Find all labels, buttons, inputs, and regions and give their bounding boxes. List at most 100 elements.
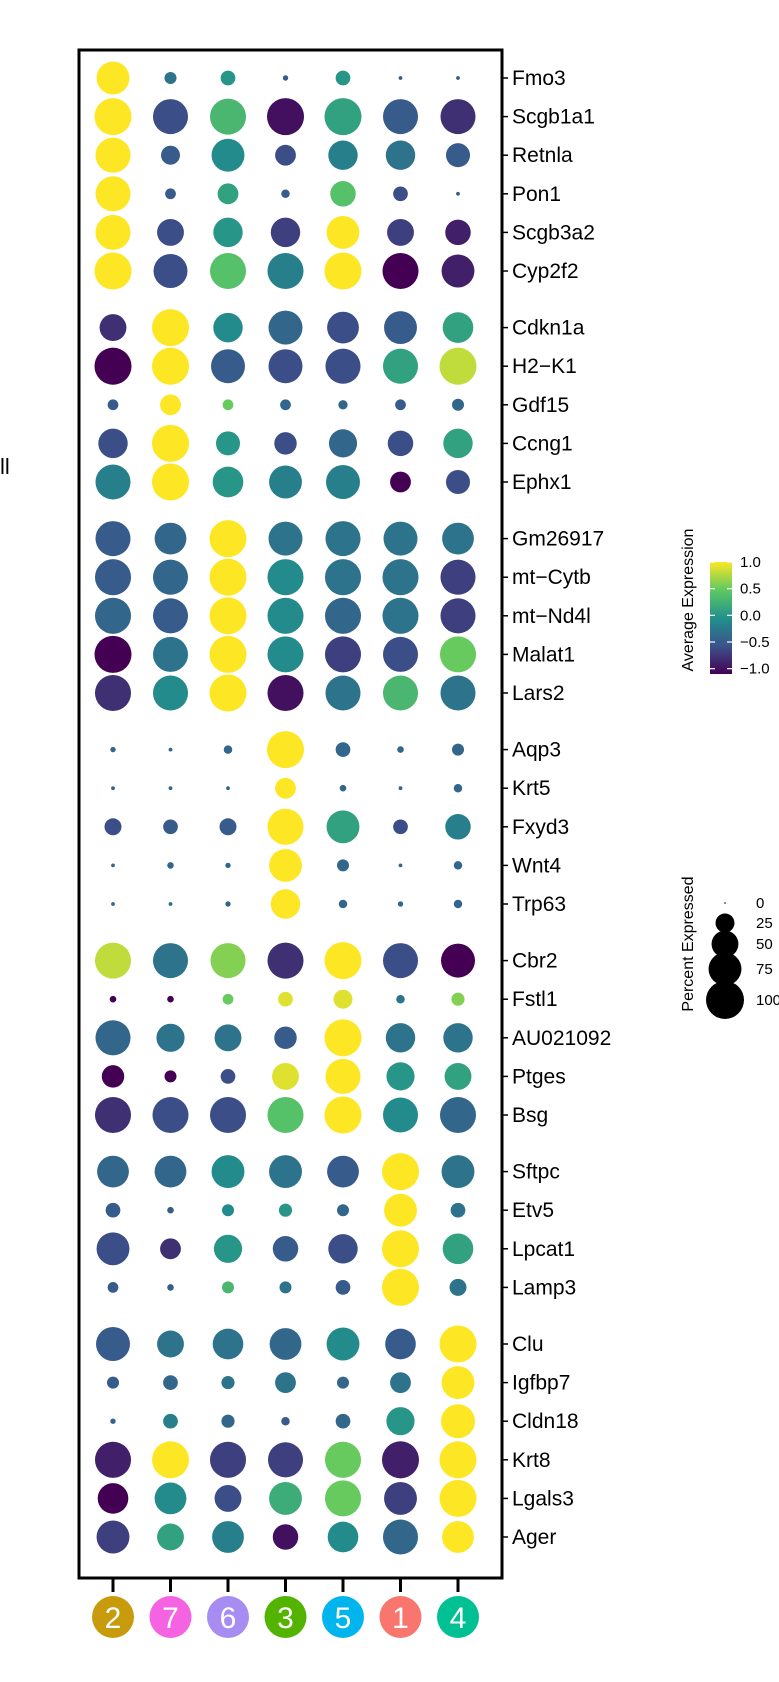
dot-Clu-cluster-4 (439, 1325, 477, 1363)
cluster-label: 2 (105, 1602, 122, 1635)
dot-Ager-cluster-5 (327, 1521, 359, 1553)
dot-Cyp2f2-cluster-7 (153, 254, 188, 288)
dot-H2−K1-cluster-6 (211, 349, 245, 384)
dot-Pon1-cluster-2 (95, 176, 131, 212)
gene-label: Lars2 (512, 682, 565, 705)
gene-label: Cyp2f2 (512, 260, 579, 283)
gene-label: Etv5 (512, 1199, 554, 1222)
gene-label: Ptges (512, 1065, 566, 1088)
dot-Bsg-cluster-5 (324, 1096, 362, 1134)
dot-Fstl1-cluster-1 (396, 994, 405, 1004)
dot-Retnla-cluster-1 (385, 140, 416, 170)
dot-Gm26917-cluster-2 (95, 521, 131, 557)
dot-Scgb3a2-cluster-7 (157, 218, 184, 246)
gene-label: Lgals3 (512, 1487, 574, 1510)
dot-Scgb1a1-cluster-4 (440, 99, 476, 135)
gene-label: Fxyd3 (512, 816, 569, 839)
gene-label: Bsg (512, 1104, 548, 1127)
dot-Scgb1a1-cluster-5 (324, 98, 362, 136)
dot-mt−Nd4l-cluster-4 (440, 598, 476, 634)
color-legend-title: Average Expression (680, 529, 697, 672)
dot-Fstl1-cluster-4 (451, 992, 465, 1006)
size-legend-label: 100 (756, 992, 779, 1009)
dot-AU021092-cluster-6 (214, 1024, 242, 1052)
dot-Lars2-cluster-3 (267, 674, 304, 712)
gene-label: Wnt4 (512, 854, 561, 877)
dot-Gm26917-cluster-3 (268, 521, 303, 556)
dot-Wnt4-cluster-4 (453, 861, 463, 870)
dot-Trp63-cluster-2 (111, 902, 115, 906)
dot-Etv5-cluster-1 (384, 1193, 417, 1227)
dot-Cyp2f2-cluster-3 (267, 252, 304, 290)
dot-Wnt4-cluster-5 (336, 859, 350, 872)
dot-Gm26917-cluster-4 (442, 522, 474, 555)
dot-Pon1-cluster-6 (217, 183, 239, 205)
dot-Cdkn1a-cluster-7 (151, 309, 190, 347)
gene-label: Lamp3 (512, 1276, 576, 1299)
cluster-badge-1 (379, 1596, 422, 1638)
dots-layer (94, 61, 477, 1555)
cluster-badge-2 (92, 1596, 134, 1638)
dot-Cbr2-cluster-7 (152, 943, 189, 979)
dot-Pon1-cluster-5 (330, 181, 356, 207)
dot-Ccng1-cluster-2 (98, 428, 128, 459)
dot-Cbr2-cluster-4 (441, 943, 475, 978)
dot-Ephx1-cluster-5 (326, 465, 360, 499)
dot-Krt8-cluster-2 (94, 1441, 132, 1478)
dot-Sftpc-cluster-1 (381, 1153, 420, 1191)
dot-Cldn18-cluster-4 (441, 1404, 475, 1439)
dot-Scgb3a2-cluster-1 (387, 218, 414, 246)
gene-label: Igfbp7 (512, 1372, 570, 1395)
dot-Fxyd3-cluster-6 (219, 818, 237, 836)
dot-Cldn18-cluster-3 (281, 1416, 290, 1426)
size-legend-title: Percent Expressed (680, 876, 697, 1011)
gene-label: Trp63 (512, 893, 566, 916)
dot-Cdkn1a-cluster-3 (268, 310, 303, 345)
dot-Ager-cluster-4 (442, 1521, 474, 1553)
dot-Scgb3a2-cluster-3 (270, 217, 301, 248)
dot-Krt8-cluster-7 (151, 1441, 190, 1479)
gene-label: mt−Cytb (512, 566, 591, 589)
dot-Lpcat1-cluster-6 (213, 1234, 243, 1263)
dot-Lars2-cluster-2 (94, 674, 132, 712)
dot-Cbr2-cluster-1 (382, 943, 419, 979)
dot-Lpcat1-cluster-2 (96, 1232, 130, 1266)
dot-Aqp3-cluster-5 (335, 742, 351, 757)
size-legend-dot (711, 930, 739, 958)
dot-AU021092-cluster-4 (443, 1023, 473, 1053)
size-legend-dot (724, 902, 726, 904)
gene-label: Fstl1 (512, 988, 558, 1011)
gene-label: Gdf15 (512, 394, 569, 417)
dot-Fstl1-cluster-5 (333, 989, 353, 1009)
dot-Fxyd3-cluster-7 (163, 819, 178, 835)
dot-Lamp3-cluster-1 (381, 1268, 420, 1306)
dot-Retnla-cluster-2 (95, 137, 131, 173)
gene-label: Ager (512, 1526, 556, 1549)
dot-Ptges-cluster-3 (272, 1062, 299, 1090)
dot-AU021092-cluster-5 (324, 1019, 362, 1057)
dot-Trp63-cluster-1 (397, 901, 404, 907)
dot-AU021092-cluster-2 (95, 1020, 131, 1056)
dot-Cyp2f2-cluster-5 (324, 252, 362, 290)
dot-Clu-cluster-7 (157, 1330, 184, 1358)
dot-Fmo3-cluster-2 (96, 61, 130, 95)
dot-Cldn18-cluster-6 (221, 1414, 235, 1428)
gene-label: Pon1 (512, 183, 561, 206)
dot-Cbr2-cluster-3 (267, 942, 304, 979)
dot-Ptges-cluster-1 (386, 1062, 415, 1091)
dot-Clu-cluster-5 (326, 1327, 360, 1361)
dot-Lamp3-cluster-7 (167, 1284, 174, 1291)
size-legend-label: 50 (756, 936, 773, 953)
dot-Bsg-cluster-7 (152, 1096, 189, 1134)
gene-label: Sftpc (512, 1161, 560, 1184)
color-legend: Average Expression 1.0 0.5 0.0 −0.5 −1.0 (680, 529, 770, 678)
dot-Trp63-cluster-6 (225, 901, 231, 907)
dot-Ptges-cluster-5 (325, 1058, 361, 1094)
dot-AU021092-cluster-1 (385, 1023, 416, 1053)
color-bar (710, 562, 732, 674)
dot-Scgb1a1-cluster-1 (382, 99, 419, 135)
dot-Fstl1-cluster-2 (109, 995, 117, 1003)
dot-Igfbp7-cluster-1 (390, 1372, 411, 1394)
dot-Lgals3-cluster-3 (269, 1481, 302, 1515)
